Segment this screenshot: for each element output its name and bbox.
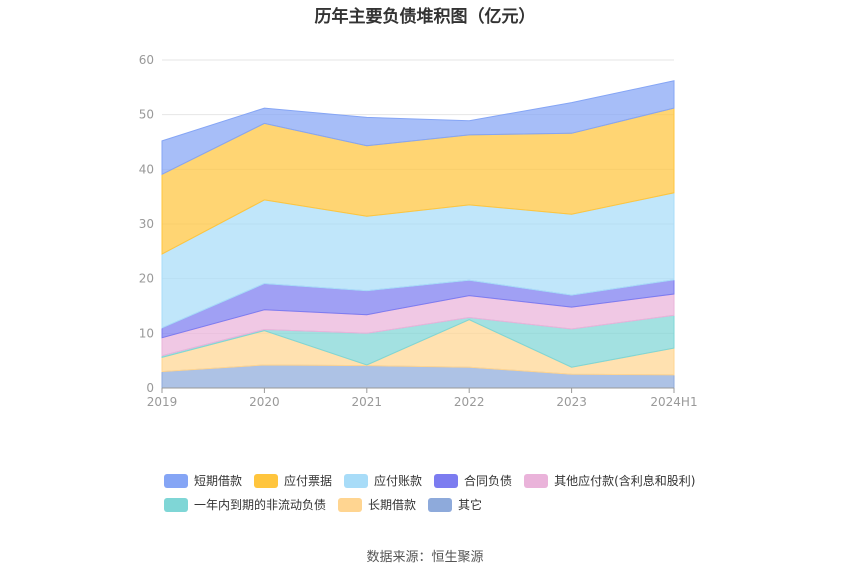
x-tick-label: 2020	[249, 395, 280, 409]
legend-label: 应付账款	[374, 474, 423, 488]
legend-item[interactable]: 短期借款	[164, 472, 242, 489]
y-tick-label: 60	[139, 53, 154, 67]
legend-label: 合同负债	[464, 474, 513, 488]
x-tick-label: 2023	[556, 395, 587, 409]
legend-item[interactable]: 应付账款	[344, 472, 422, 489]
legend-label: 其他应付款(含利息和股利)	[554, 474, 696, 488]
legend-item[interactable]: 其他应付款(含利息和股利)	[524, 472, 695, 489]
y-tick-label: 0	[146, 381, 154, 395]
chart-title: 历年主要负债堆积图（亿元）	[314, 7, 536, 27]
legend-item[interactable]: 一年内到期的非流动负债	[164, 496, 326, 513]
y-tick-label: 10	[139, 326, 154, 340]
legend-swatch	[164, 473, 188, 488]
x-tick-label: 2021	[352, 395, 383, 409]
legend-swatch	[344, 473, 369, 488]
legend-row: 一年内到期的非流动负债 长期借款 其它	[164, 496, 724, 513]
legend-label: 应付票据	[284, 474, 333, 488]
y-tick-label: 20	[139, 272, 154, 286]
legend-label: 短期借款	[194, 474, 243, 488]
y-tick-label: 40	[139, 162, 154, 176]
x-tick-label: 2022	[454, 395, 485, 409]
legend-item[interactable]: 其它	[428, 496, 482, 513]
legend-swatch	[524, 473, 549, 488]
legend-label: 一年内到期的非流动负债	[194, 498, 327, 512]
chart-legend: 短期借款 应付票据 应付账款 合同负债 其他应付款(含利息和股利) 一年内到期的非流动负债…	[164, 472, 724, 520]
legend-row: 短期借款 应付票据 应付账款 合同负债 其他应付款(含利息和股利)	[164, 472, 724, 489]
legend-swatch	[254, 473, 279, 488]
legend-label: 长期借款	[368, 498, 417, 512]
legend-label: 其它	[458, 498, 483, 512]
legend-item[interactable]: 长期借款	[338, 496, 416, 513]
x-tick-label: 2019	[147, 395, 178, 409]
area-series	[161, 80, 675, 176]
y-tick-label: 50	[139, 108, 154, 122]
data-source-note: 数据来源：恒生聚源	[366, 550, 484, 565]
legend-swatch	[428, 497, 453, 512]
y-tick-label: 30	[139, 217, 154, 231]
legend-swatch	[164, 497, 188, 512]
legend-item[interactable]: 合同负债	[434, 472, 512, 489]
x-tick-label: 2024H1	[650, 395, 697, 409]
legend-swatch	[434, 473, 459, 488]
legend-item[interactable]: 应付票据	[254, 472, 332, 489]
legend-swatch	[338, 497, 363, 512]
